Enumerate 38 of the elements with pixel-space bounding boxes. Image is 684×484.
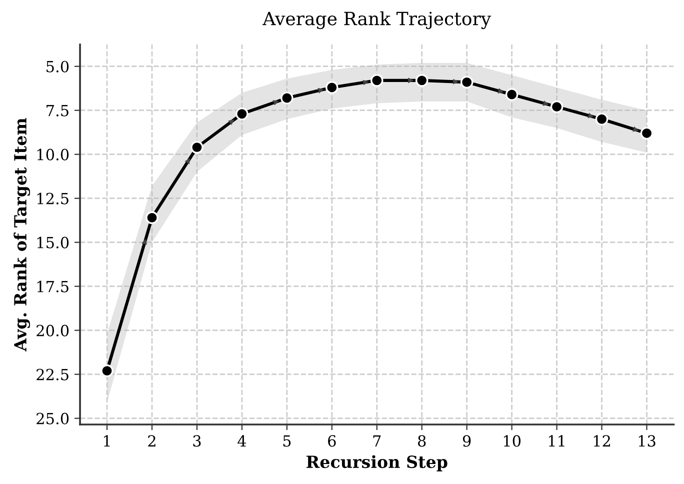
y-tick-label: 25.0 (36, 412, 69, 424)
point (505, 88, 518, 101)
x-tick-label: 9 (462, 435, 471, 447)
point (146, 211, 158, 224)
point (460, 76, 474, 89)
x-tick-label: 4 (238, 435, 246, 446)
x-axis-title: Recursion Step (306, 455, 448, 472)
x-tick-label: 6 (328, 435, 336, 447)
x-tick-label: 5 (283, 435, 291, 447)
point (550, 100, 564, 114)
y-tick-label: 10.0 (37, 148, 69, 160)
x-tick-label: 2 (148, 435, 156, 446)
point (100, 364, 114, 378)
x-tick-label: 11 (548, 435, 564, 446)
x-tick-label: 10 (504, 435, 521, 447)
point (280, 92, 294, 104)
x-tick-label: 13 (638, 435, 656, 447)
point (370, 74, 384, 87)
point (190, 140, 204, 154)
point (595, 112, 608, 126)
y-tick-label: 20.0 (36, 324, 69, 336)
x-tick-label: 7 (373, 435, 381, 446)
x-tick-label: 1 (104, 435, 110, 446)
y-tick-label: 7.5 (46, 105, 68, 116)
y-tick-label: 5.0 (46, 60, 69, 72)
point (326, 81, 338, 94)
point (640, 126, 654, 140)
chart-title: Average Rank Trajectory (262, 11, 492, 30)
y-tick-label: 22.5 (36, 368, 68, 380)
y-axis-title: Avg. Rank of Target Item (14, 118, 30, 352)
point (236, 107, 248, 120)
x-tick-label: 3 (193, 435, 201, 447)
point (415, 74, 428, 87)
y-tick-label: 15.0 (37, 236, 69, 248)
y-tick-label: 17.5 (37, 280, 68, 292)
x-tick-label: 12 (594, 435, 610, 446)
x-tick-label: 8 (418, 435, 426, 447)
y-tick-label: 12.5 (37, 192, 68, 204)
